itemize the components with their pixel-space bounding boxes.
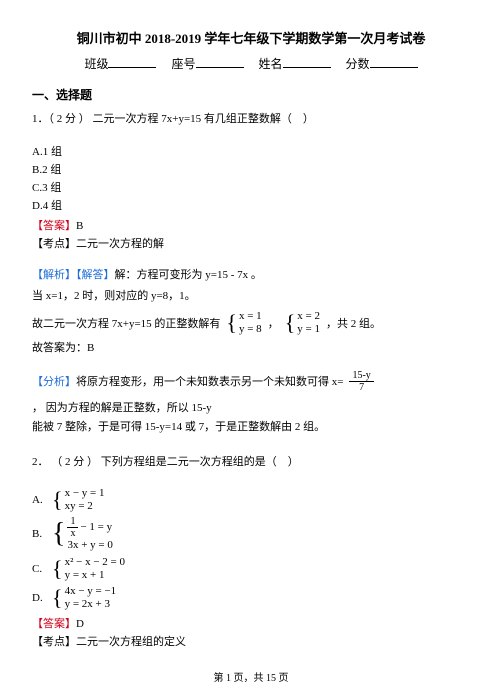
q1-fenxi-row: 【分析】将原方程变形，用一个未知数表示另一个未知数可得 x= 15-y 7 ， … — [32, 370, 470, 415]
q2-c-e1: x² − x − 2 = 0 — [65, 556, 125, 569]
q1-opt-b: B.2 组 — [32, 161, 470, 177]
q1-sol1: { x = 1 y = 8 — [226, 310, 261, 336]
q1-sol1-e1: x = 1 — [239, 310, 262, 323]
q1-line-a: 当 x=1，2 时，则对应的 y=8，1。 — [32, 288, 470, 306]
q2-opt-c: C. { x² − x − 2 = 0 y = x + 1 — [32, 556, 470, 582]
q1-kaodian: 【考点】二元一次方程的解 — [32, 235, 470, 251]
q2-opt-b: B. { 1 x − 1 = y 3x + y = 0 — [32, 516, 470, 552]
q1-line-b-pre: 故二元一次方程 7x+y=15 的正整数解有 — [32, 315, 220, 331]
blank-name — [283, 56, 331, 68]
q2-kaodian: 【考点】二元一次方程组的定义 — [32, 633, 470, 649]
q1-fenxi-b: ， 因为方程的解是正整数，所以 15-y — [32, 399, 212, 415]
q2-kaodian-text: 二元一次方程组的定义 — [76, 636, 186, 648]
q2-answer: 【答案】D — [32, 615, 470, 631]
q2-b-label: B. — [32, 528, 46, 540]
q2-d-e2: y = 2x + 3 — [65, 598, 117, 611]
q2-c-e2: y = x + 1 — [65, 569, 125, 582]
label-seat: 座号 — [171, 57, 195, 71]
q1-sol2-e1: x = 2 — [297, 310, 320, 323]
blank-score — [370, 56, 418, 68]
q1-solutions-row: 故二元一次方程 7x+y=15 的正整数解有 { x = 1 y = 8 ， {… — [32, 310, 470, 336]
q2-a-label: A. — [32, 494, 46, 506]
q2-d-label: D. — [32, 592, 46, 604]
q1-jiexi: 【解析】【解答】解：方程可变形为 y=15 - 7x 。 — [32, 267, 470, 285]
q2-d-e1: 4x − y = −1 — [65, 585, 117, 598]
q1-sol2: { x = 2 y = 1 — [285, 310, 320, 336]
q1-opt-a: A.1 组 — [32, 143, 470, 159]
q1-fenxi-a: 将原方程变形，用一个未知数表示另一个未知数可得 x= — [76, 376, 343, 388]
q2-stem: 2． （ 2 分 ） 下列方程组是二元一次方程组的是（ ） — [32, 454, 470, 472]
q2-b-frac: 1 x — [67, 516, 78, 539]
q2-b-e2: 3x + y = 0 — [67, 539, 112, 552]
q2-opt-a: A. { x − y = 1 xy = 2 — [32, 487, 470, 513]
q1-jiexi-label: 【解析】【解答】 — [32, 269, 115, 281]
q1-fenxi-frac-num: 15-y — [349, 370, 373, 382]
q1-opt-c: C.3 组 — [32, 179, 470, 195]
q1-sol2-e2: y = 1 — [297, 323, 320, 336]
q2-answer-value: D — [76, 618, 84, 630]
section-1-heading: 一、选择题 — [32, 86, 470, 103]
q1-stem: 1．（ 2 分 ） 二元一次方程 7x+y=15 有几组正整数解（ ） — [32, 111, 470, 129]
q1-line-c: 故答案为：B — [32, 340, 470, 358]
q1-kaodian-text: 二元一次方程的解 — [76, 238, 164, 250]
q1-jiexi-text: 解：方程可变形为 y=15 - 7x 。 — [115, 269, 262, 281]
label-name: 姓名 — [259, 57, 283, 71]
q1-fenxi-frac: 15-y 7 — [349, 370, 373, 393]
q1-answer: 【答案】B — [32, 217, 470, 233]
q1-sol1-e2: y = 8 — [239, 323, 262, 336]
q2-opt-d: D. { 4x − y = −1 y = 2x + 3 — [32, 585, 470, 611]
q2-b-frac-num: 1 — [67, 516, 78, 528]
q2-c-label: C. — [32, 563, 46, 575]
q1-answer-value: B — [76, 220, 83, 232]
exam-title: 铜川市初中 2018-2019 学年七年级下学期数学第一次月考试卷 — [32, 28, 470, 47]
blank-seat — [196, 56, 244, 68]
q1-answer-label: 【答案】 — [32, 220, 76, 232]
q1-kaodian-label: 【考点】 — [32, 238, 76, 250]
header-fields: 班级 座号 姓名 分数 — [32, 55, 470, 72]
blank-class — [108, 56, 156, 68]
q1-line-b-post: ，共 2 组。 — [326, 315, 381, 331]
q2-kaodian-label: 【考点】 — [32, 636, 76, 648]
q1-fenxi-frac-den: 7 — [356, 382, 367, 393]
page-footer: 第 1 页，共 15 页 — [0, 669, 502, 684]
q2-a-e2: xy = 2 — [65, 500, 105, 513]
q2-b-e1-post: − 1 = y — [80, 521, 112, 534]
label-score: 分数 — [346, 57, 370, 71]
q1-opt-d: D.4 组 — [32, 197, 470, 213]
q2-a-e1: x − y = 1 — [65, 487, 105, 500]
q2-b-frac-den: x — [67, 528, 78, 539]
q2-answer-label: 【答案】 — [32, 618, 76, 630]
q1-fenxi-c: 能被 7 整除，于是可得 15-y=14 或 7，于是正整数解由 2 组。 — [32, 419, 470, 437]
q1-fenxi-label: 【分析】 — [32, 376, 76, 388]
label-class: 班级 — [84, 57, 108, 71]
